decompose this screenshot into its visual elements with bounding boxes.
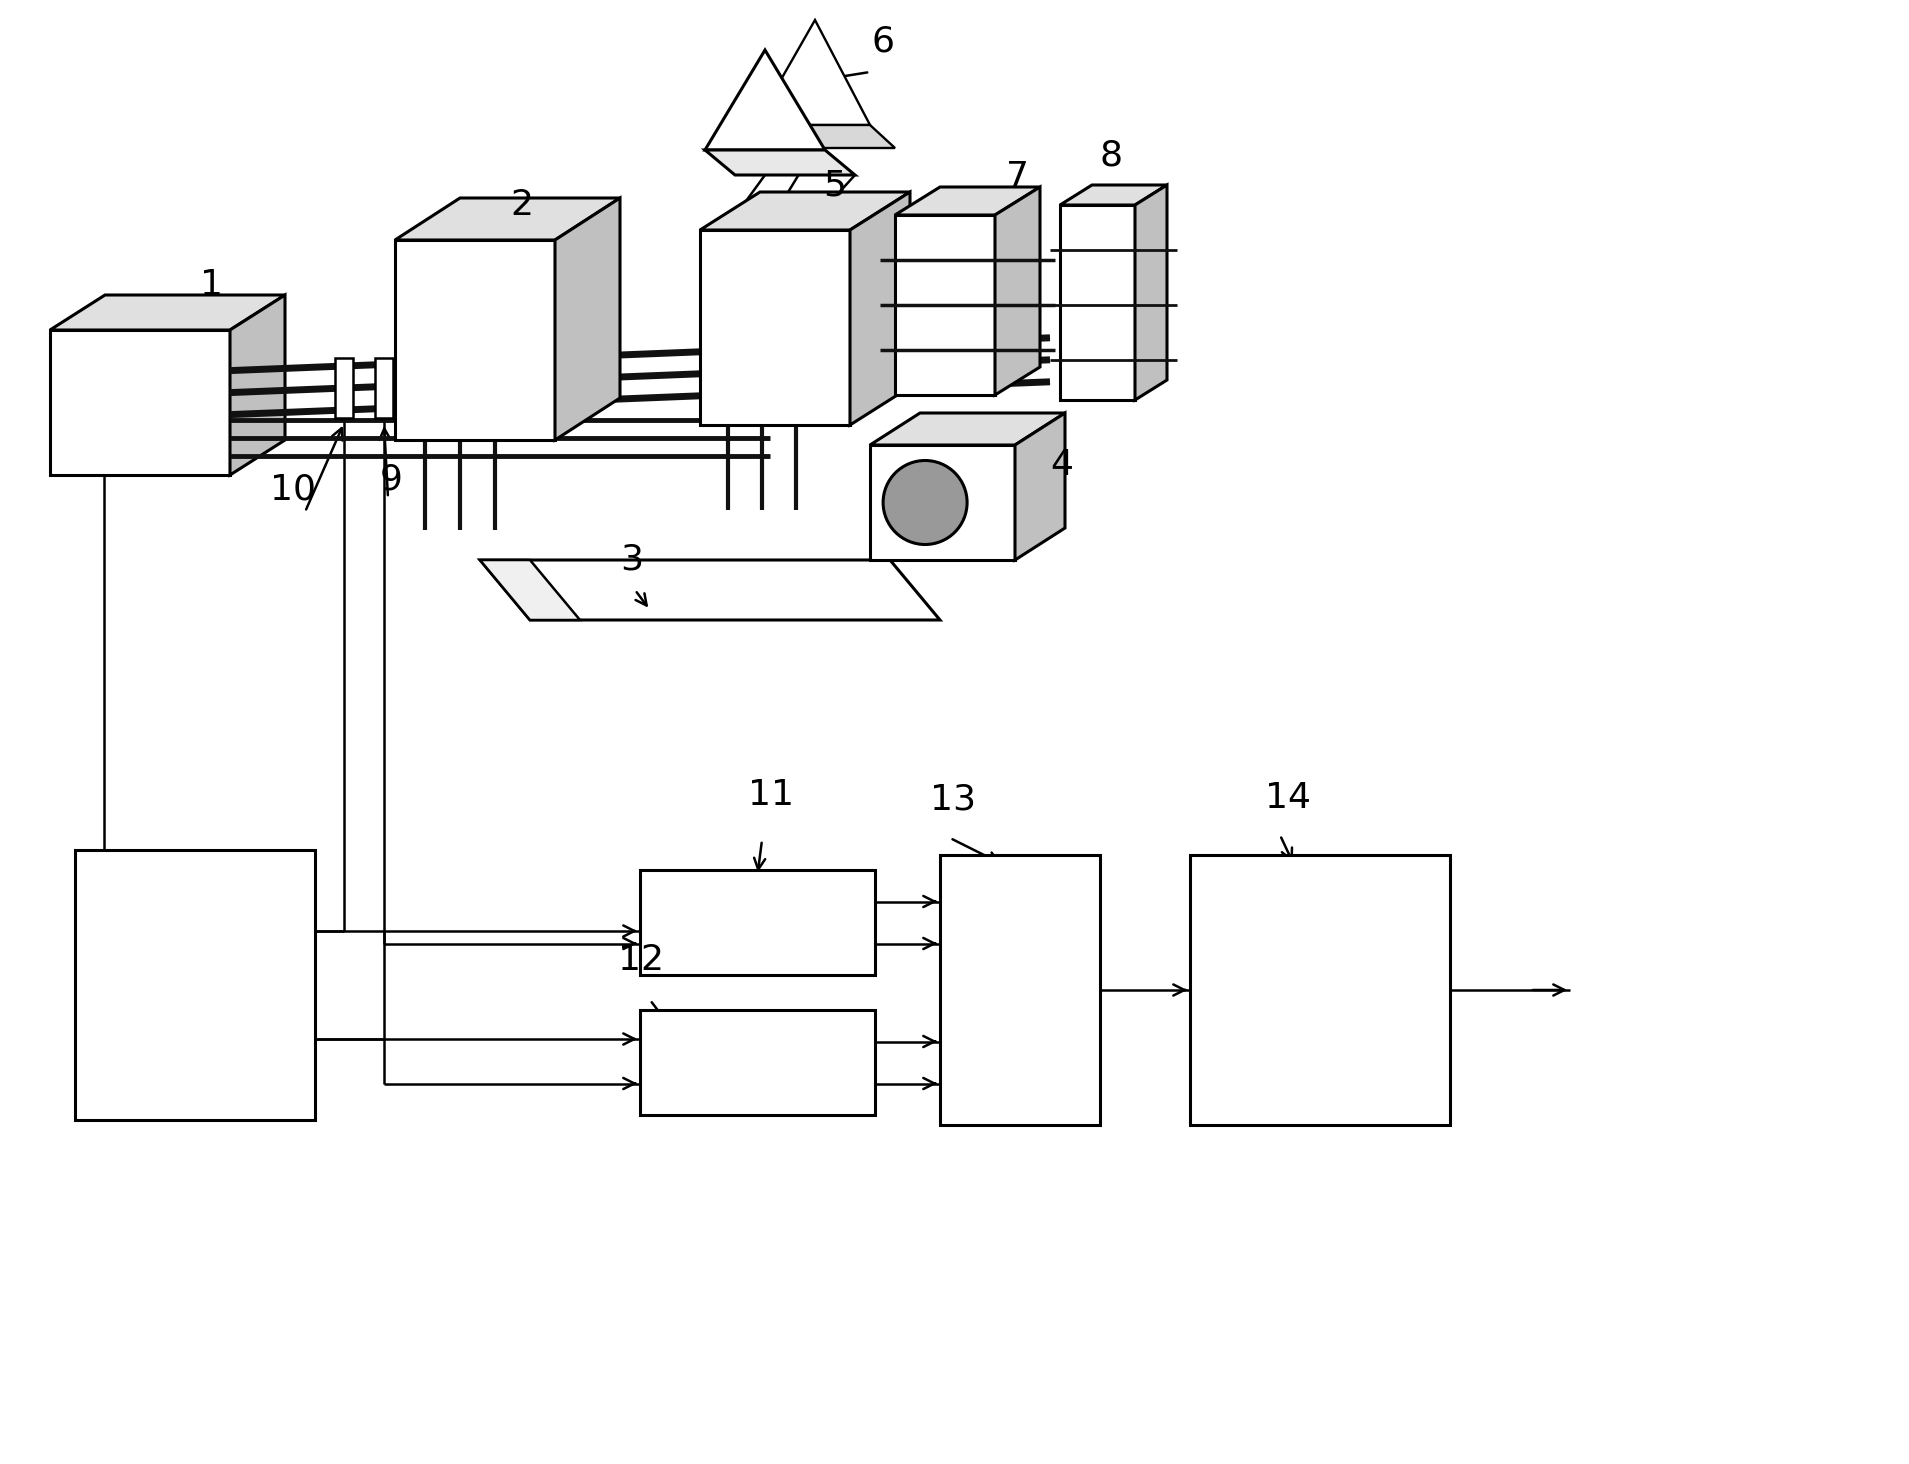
Text: 6: 6: [872, 25, 895, 59]
Polygon shape: [754, 20, 871, 124]
Polygon shape: [50, 329, 229, 474]
Text: 1: 1: [200, 268, 223, 302]
Text: 3: 3: [620, 543, 643, 577]
Circle shape: [884, 461, 968, 545]
Text: 5: 5: [823, 168, 846, 202]
Polygon shape: [1059, 184, 1166, 205]
Polygon shape: [754, 124, 895, 148]
Polygon shape: [704, 149, 855, 176]
Polygon shape: [701, 230, 850, 425]
Bar: [640, 870, 874, 975]
Polygon shape: [895, 187, 1040, 215]
Bar: [640, 1010, 874, 1116]
Polygon shape: [995, 187, 1040, 395]
Polygon shape: [395, 240, 556, 441]
Polygon shape: [50, 296, 284, 329]
Polygon shape: [1016, 413, 1065, 561]
Bar: [939, 855, 1100, 1124]
Polygon shape: [895, 215, 995, 395]
Bar: [374, 359, 393, 419]
Polygon shape: [479, 561, 939, 619]
Text: 8: 8: [1100, 138, 1122, 171]
Polygon shape: [701, 192, 911, 230]
Text: 13: 13: [930, 783, 975, 817]
Text: 2: 2: [510, 187, 533, 223]
Polygon shape: [704, 50, 825, 149]
Polygon shape: [871, 413, 1065, 445]
Polygon shape: [871, 445, 1016, 561]
Text: 11: 11: [748, 777, 794, 813]
Text: 10: 10: [269, 473, 317, 507]
Bar: [74, 851, 315, 1120]
Polygon shape: [1136, 184, 1166, 400]
Polygon shape: [479, 561, 580, 619]
Text: 7: 7: [1006, 160, 1029, 195]
Polygon shape: [1059, 205, 1136, 400]
Text: 4: 4: [1050, 448, 1073, 482]
Bar: [334, 359, 353, 419]
Bar: [1189, 855, 1451, 1124]
Polygon shape: [850, 192, 911, 425]
Polygon shape: [556, 198, 620, 441]
Polygon shape: [229, 296, 284, 474]
Polygon shape: [395, 198, 620, 240]
Text: 14: 14: [1266, 780, 1311, 815]
Text: 12: 12: [619, 943, 664, 976]
Text: 9: 9: [380, 463, 403, 496]
